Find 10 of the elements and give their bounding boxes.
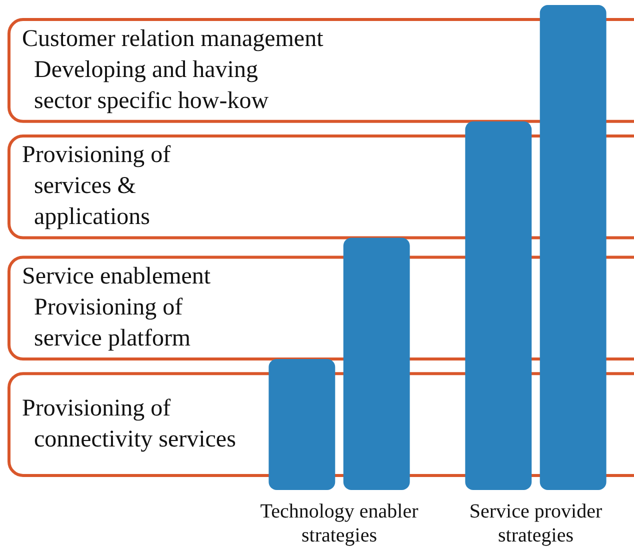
band-label: Customer relation management Developing and having sector specific how-kow	[22, 26, 324, 114]
band-label: Provisioning of connectivity services	[22, 395, 236, 452]
band-label: Service enablement Provisioning of service platform	[22, 263, 211, 352]
x-tick-label: Technology enabler strategies	[260, 500, 419, 546]
band-label: Provisioning of services & applications	[22, 142, 171, 230]
x-tick-label: Service provider strategies	[469, 500, 602, 546]
bar	[540, 5, 606, 490]
bar	[343, 238, 410, 490]
bar	[465, 121, 532, 490]
bar	[268, 359, 336, 490]
